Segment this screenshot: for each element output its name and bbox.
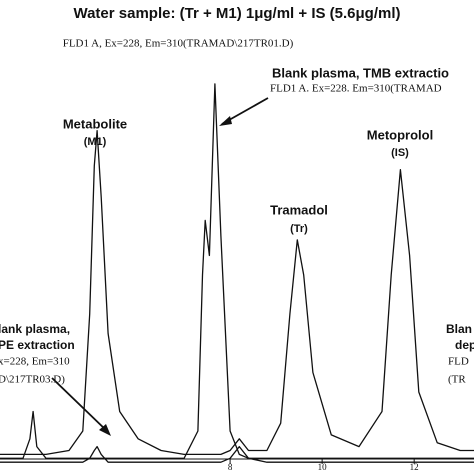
annotation: Tramadol xyxy=(270,202,328,217)
annotation: Blank plasma, TMB extractio xyxy=(272,65,449,80)
annotation: D\217TR03.D) xyxy=(0,374,65,386)
x-tick-label: 10 xyxy=(318,462,328,472)
subtitle: FLD1 A, Ex=228, Em=310(TRAMAD\217TR01.D) xyxy=(63,38,294,50)
annotation: (M1) xyxy=(84,136,107,148)
annotation: dep xyxy=(455,338,474,352)
trace xyxy=(0,445,474,463)
annotation: Metoprolol xyxy=(367,127,433,142)
annotation: FLD1 A. Ex=228. Em=310(TRAMAD xyxy=(270,83,442,95)
annotation: Blan xyxy=(446,322,472,336)
annotation: Metabolite xyxy=(63,116,127,131)
annotation: lank plasma, xyxy=(0,322,70,336)
annotation: (TR xyxy=(448,374,466,386)
arrow-head xyxy=(99,424,111,436)
chart-title: Water sample: (Tr + M1) 1μg/ml + IS (5.6… xyxy=(73,5,400,22)
annotation: (Tr) xyxy=(290,223,308,235)
annotation: x=228, Em=310 xyxy=(0,356,70,368)
annotation: FLD xyxy=(448,356,469,368)
trace xyxy=(0,130,474,456)
annotation: (IS) xyxy=(391,147,409,159)
arrow xyxy=(51,377,109,433)
annotation: PE extraction xyxy=(0,338,75,352)
trace xyxy=(0,83,474,459)
arrow-head xyxy=(219,116,232,126)
x-tick-label: 8 xyxy=(228,462,233,472)
x-tick-label: 12 xyxy=(410,462,419,472)
